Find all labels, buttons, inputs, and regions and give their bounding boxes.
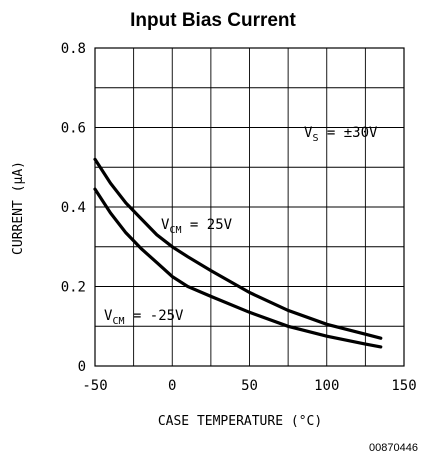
x-axis-label: CASE TEMPERATURE (°C) — [158, 414, 322, 429]
supply-annotation: VS = ±30V — [304, 125, 378, 144]
plot-frame — [94, 47, 405, 367]
series-label-vcm-neg-sub: CM — [112, 316, 124, 327]
series-label-vcm-pos-sub: CM — [169, 225, 181, 236]
series-line-vcm-pos — [93, 157, 383, 340]
series-label-vcm-neg-main: V — [104, 308, 113, 324]
x-tick-label: -50 — [82, 378, 107, 394]
chart-title: Input Bias Current — [130, 10, 296, 31]
y-tick-label: 0.6 — [61, 121, 86, 137]
series-label-vcm-pos-main: V — [161, 217, 170, 233]
y-axis-label: CURRENT (μA) — [11, 161, 26, 255]
y-tick-label: 0 — [78, 359, 86, 375]
grid — [95, 48, 404, 366]
series-label-vcm-neg-rest: = -25V — [124, 308, 184, 324]
series-label-vcm-pos: VCM = 25V — [161, 217, 233, 236]
y-tick-label: 0.2 — [61, 280, 86, 296]
x-tick-label: 0 — [168, 378, 176, 394]
series-group — [93, 157, 383, 349]
x-tick-label: 150 — [391, 378, 416, 394]
supply-annotation-main: V — [304, 125, 313, 141]
series-line-vcm-neg — [93, 187, 383, 349]
y-tick-label: 0.4 — [61, 200, 86, 216]
series-label-vcm-pos-rest: = 25V — [181, 217, 232, 233]
y-tick-labels: 0 0.2 0.4 0.6 0.8 — [61, 41, 86, 375]
series-label-vcm-neg: VCM = -25V — [104, 308, 184, 327]
figure-id: 00870446 — [369, 442, 418, 454]
x-tick-label: 100 — [314, 378, 339, 394]
x-tick-labels: -50 0 50 100 150 — [82, 378, 416, 394]
x-tick-label: 50 — [241, 378, 258, 394]
supply-annotation-sub: S — [312, 133, 318, 144]
y-tick-label: 0.8 — [61, 41, 86, 57]
supply-annotation-rest: = ±30V — [318, 125, 378, 141]
